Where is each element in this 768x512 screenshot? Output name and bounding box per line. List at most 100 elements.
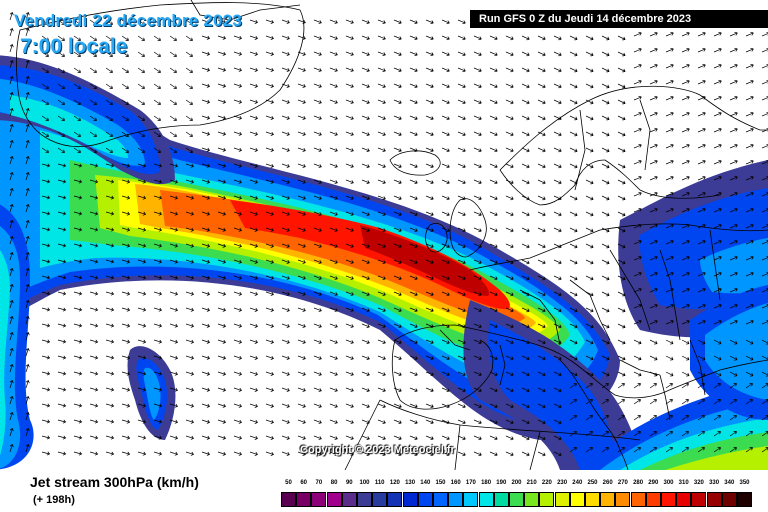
wind-arrow [713,383,721,389]
wind-arrow [265,403,274,408]
wind-arrow [169,259,178,264]
wind-arrow [617,211,626,217]
wind-arrow [617,67,626,73]
wind-arrow [505,387,514,393]
wind-arrow [105,275,114,280]
wind-arrow [505,195,514,201]
wind-arrow [681,339,690,345]
wind-arrow [665,303,674,309]
wind-arrow [393,419,402,425]
wind-arrow [457,51,466,57]
wind-arrow [489,435,498,441]
wind-arrow [713,79,722,85]
wind-arrow [457,131,466,137]
wind-arrow [185,227,194,232]
wind-arrow [121,115,129,121]
wind-arrow [105,99,113,105]
jet-branch-northwest [0,55,175,185]
wind-arrow [569,195,578,201]
wind-arrow [617,83,626,89]
wind-arrow [345,163,354,168]
wind-arrow [329,307,338,312]
wind-arrow [25,284,30,293]
wind-arrow [9,12,14,21]
wind-arrow [185,131,193,137]
wind-arrow [169,51,177,57]
wind-arrow [601,275,610,281]
wind-arrow [649,47,658,53]
wind-arrow [57,451,66,456]
wind-arrow [649,95,658,101]
wind-arrow [393,131,402,137]
wind-arrow [553,195,562,201]
wind-arrow [105,195,114,200]
wind-arrow [521,291,530,297]
wind-arrow [393,67,402,73]
wind-arrow [441,163,450,169]
wind-arrow [633,223,642,229]
wind-arrow [41,115,49,121]
wind-arrow [601,115,610,121]
wind-arrow [633,47,642,53]
wind-arrow [441,323,450,329]
wind-arrow [25,428,30,437]
wind-arrow [73,419,82,424]
wind-arrow [473,243,482,249]
wind-arrow [137,83,145,89]
wind-arrow [697,255,706,261]
wind-arrow [265,307,274,312]
wind-arrow [649,287,658,293]
wind-arrow [377,451,386,457]
wind-arrow [489,403,498,409]
wind-arrow [409,179,418,185]
wind-arrow [169,19,177,25]
wind-arrow [265,83,274,88]
wind-arrow [89,355,98,360]
wind-arrow [281,19,290,24]
wind-arrow [329,99,338,104]
wind-arrow [265,195,274,200]
wind-arrow [9,156,14,165]
wind-arrow [153,371,162,376]
wind-arrow [73,371,82,376]
wind-arrow [249,19,258,24]
wind-arrow [297,115,306,120]
british-isles-outline [425,198,487,258]
wind-arrow [681,415,689,421]
wind-arrow [681,95,690,101]
wind-arrow [649,431,657,437]
wind-arrow [569,355,578,361]
wind-arrow [569,259,578,265]
wind-arrow [73,51,81,57]
wind-arrow [121,387,130,392]
wind-arrow [201,147,210,152]
wind-arrow [217,131,226,136]
wind-arrow [633,383,641,389]
wind-arrow [233,339,242,344]
wind-arrow [201,323,210,328]
wind-arrow [505,147,514,153]
wind-arrow [553,291,562,297]
wind-arrow [569,99,578,105]
wind-arrow [361,51,370,56]
wind-arrow [489,323,498,329]
wind-arrow [473,451,482,457]
wind-arrow [313,83,322,88]
wind-arrow [617,99,626,105]
wind-arrow [457,323,466,329]
wind-arrow [9,348,14,357]
wind-arrow [633,31,642,37]
wind-arrow [553,371,562,377]
wind-arrow [361,339,370,344]
wind-arrow [521,243,530,249]
wind-arrow [505,451,514,457]
wind-arrow [601,195,610,201]
wind-arrow [441,307,450,313]
wind-arrow [649,415,657,421]
wind-arrow [137,67,145,73]
wind-arrow [185,35,193,41]
wind-arrow [377,147,386,153]
wind-arrow [89,435,98,440]
wind-arrow [25,316,30,325]
